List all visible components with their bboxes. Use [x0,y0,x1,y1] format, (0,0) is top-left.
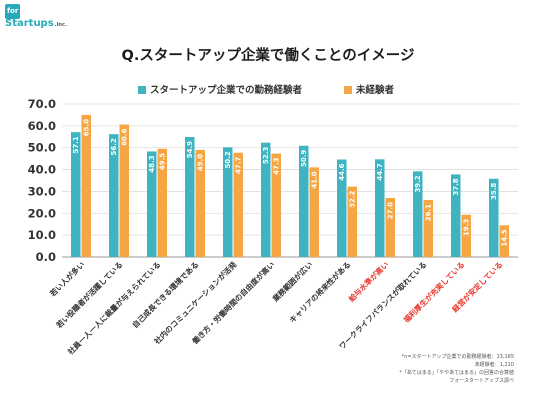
bar-inexperienced [195,149,205,257]
data-label: 47.7 [235,157,243,174]
brand-logo: for Startups.Inc. [5,4,67,34]
data-label: 19.3 [463,219,471,236]
bar-inexperienced [499,225,509,257]
bar-inexperienced [119,124,129,257]
bar-experienced [185,137,195,257]
legend-label-experienced: スタートアップ企業での勤務経験者 [150,85,303,96]
logo-for: for [7,7,19,15]
y-tick-label: 60.0 [28,119,56,133]
bar-experienced [147,151,157,257]
data-label: 37.8 [452,178,460,195]
category-label: 働き方・労働時間の自由度が高い [189,259,277,347]
category-label: 若い人が多い [47,259,87,299]
bar-experienced [71,132,81,257]
bar-experienced [489,178,499,257]
data-label: 41.0 [311,171,319,188]
logo-wordmark: Startups.Inc. [5,18,67,29]
bar-experienced [223,147,233,257]
data-label: 65.0 [83,119,91,136]
category-label: 自己成長できる環境である [130,259,201,330]
footnote-2: 未経験者：1,210 [474,362,514,368]
logo-mark: for [5,4,20,19]
bar-experienced [299,145,309,257]
data-label: 14.5 [501,229,509,246]
chart-title: Q.スタートアップ企業で働くことのイメージ [121,48,415,64]
data-label: 60.6 [121,128,129,145]
bar-inexperienced [81,114,91,257]
data-label: 49.5 [159,153,167,170]
data-label: 26.1 [425,204,433,221]
y-tick-label: 40.0 [28,163,56,177]
data-label: 56.2 [110,138,118,155]
y-tick-label: 0.0 [36,250,56,264]
data-label: 35.8 [490,183,498,200]
data-label: 50.2 [224,151,232,168]
footnote-1: *n=スタートアップ企業での勤務経験者：13,165 [401,354,514,360]
data-label: 57.1 [72,136,80,153]
legend-swatch-experienced [138,86,146,94]
y-tick-label: 10.0 [28,228,56,242]
data-label: 32.2 [349,191,357,208]
bar-inexperienced [309,167,319,257]
bar-inexperienced [423,199,433,257]
data-label: 47.3 [273,157,281,174]
category-label: 社内のコミュニケーションが活発 [151,259,239,347]
bar-inexperienced [233,152,243,257]
bar-experienced [375,159,385,257]
data-label: 52.3 [262,147,270,164]
data-label: 49.0 [197,154,205,171]
legend-label-inexperienced: 未経験者 [356,85,395,96]
bar-inexperienced [461,214,471,257]
y-tick-label: 30.0 [28,184,56,198]
bar-inexperienced [271,153,281,257]
bar-inexperienced [157,148,167,257]
y-tick-label: 20.0 [28,206,56,220]
data-label: 44.6 [338,163,346,180]
footnote-3: *「あてはまる」「ややあてはまる」の回答の合算値 [399,370,514,376]
data-label: 39.2 [414,175,422,192]
bar-experienced [413,171,423,257]
footnote-4: フォースタートアップス調べ [449,378,514,384]
footnotes: *n=スタートアップ企業での勤務経験者：13,165 未経験者：1,210 *「… [399,353,514,385]
category-label: キャリアの将来性がある [287,259,352,324]
y-tick-label: 70.0 [28,97,56,111]
bar-experienced [109,134,119,257]
data-label: 50.9 [300,150,308,167]
data-label: 44.7 [376,163,384,180]
data-label: 27.0 [387,202,395,219]
data-label: 54.9 [186,141,194,158]
logo-name: Startups [5,18,54,29]
legend-item-experienced: スタートアップ企業での勤務経験者 [138,82,302,96]
bar-inexperienced [347,186,357,257]
legend-item-inexperienced: 未経験者 [344,82,394,96]
category-label: 福利厚生が充実している [400,259,466,325]
bar-experienced [261,142,271,257]
bar-inexperienced [385,197,395,257]
data-label: 48.3 [148,155,156,172]
category-label: 若い役職者が活躍している [53,259,124,330]
logo-suffix: .Inc. [54,22,67,28]
bar-experienced [451,174,461,257]
y-tick-label: 50.0 [28,141,56,155]
legend-swatch-inexperienced [344,86,352,94]
bar-experienced [337,159,347,257]
